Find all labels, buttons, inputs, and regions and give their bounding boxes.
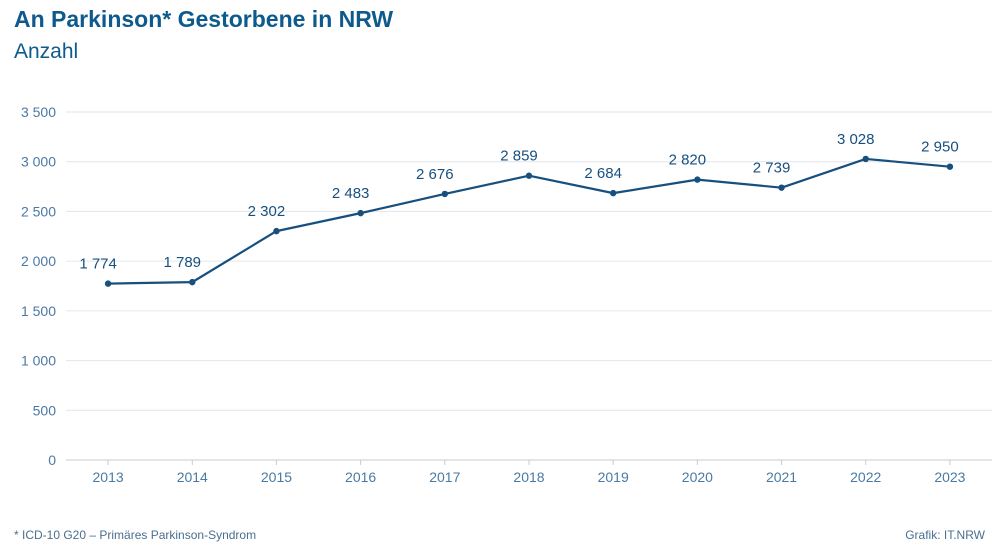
data-label: 2 302	[248, 203, 286, 220]
x-tick-label: 2015	[261, 469, 292, 485]
y-tick-label: 3 000	[21, 154, 56, 170]
x-tick-label: 2022	[850, 469, 881, 485]
data-label: 2 739	[753, 160, 791, 177]
data-point	[778, 184, 785, 191]
y-tick-label: 1 500	[21, 303, 56, 319]
data-point	[273, 227, 280, 235]
x-tick-label: 2023	[934, 469, 965, 485]
data-point	[525, 172, 533, 179]
data-label: 1 789	[163, 254, 201, 271]
data-label: 3 028	[837, 131, 875, 148]
y-tick-label: 500	[33, 402, 57, 418]
x-tick-label: 2021	[766, 469, 797, 485]
data-label: 2 483	[332, 185, 370, 202]
y-tick-label: 3 500	[21, 104, 56, 120]
data-label: 2 676	[416, 166, 454, 183]
data-point	[946, 163, 954, 170]
data-point	[441, 190, 449, 198]
chart-subtitle: Anzahl	[14, 40, 79, 63]
data-point	[357, 209, 364, 217]
points-layer	[104, 155, 954, 287]
x-tick-label: 2014	[177, 469, 208, 485]
data-label: 2 684	[584, 165, 622, 182]
x-tick-label: 2017	[429, 469, 460, 485]
data-point	[104, 280, 112, 287]
x-tick-label: 2013	[93, 469, 124, 485]
data-labels-layer: 1 774 1 789 2 302 2 483 2 676 2 859 2 684 2 820…	[79, 131, 958, 273]
data-point	[694, 176, 701, 183]
y-tick-label: 0	[48, 452, 56, 468]
chart-title: An Parkinson* Gestorbene in NRW	[14, 6, 394, 32]
data-label: 2 820	[669, 152, 707, 169]
x-tick-label: 2019	[598, 469, 629, 485]
source-credit: Grafik: IT.NRW	[905, 528, 985, 542]
footnote: * ICD-10 G20 – Primäres Parkinson-Syndro…	[14, 528, 257, 542]
data-point	[609, 189, 617, 197]
data-label: 2 859	[500, 148, 538, 165]
y-tick-label: 2 500	[21, 203, 56, 219]
y-tick-label: 2 000	[21, 253, 56, 269]
data-point	[862, 155, 869, 163]
x-tick-label: 2020	[682, 469, 713, 485]
x-tick-label: 2016	[345, 469, 376, 485]
data-point	[189, 278, 196, 286]
data-label: 2 950	[921, 139, 959, 156]
y-tick-label: 1 000	[21, 353, 56, 369]
data-label: 1 774	[79, 256, 117, 273]
x-axis-ticks: 2013 2014 2015 2016 2017 2018 2019 2020 2021 2022…	[93, 460, 966, 485]
y-axis-ticks: 0 500 1 000 1 500 2 000 2 500 3 000 3 500	[21, 104, 56, 468]
x-tick-label: 2018	[513, 469, 544, 485]
